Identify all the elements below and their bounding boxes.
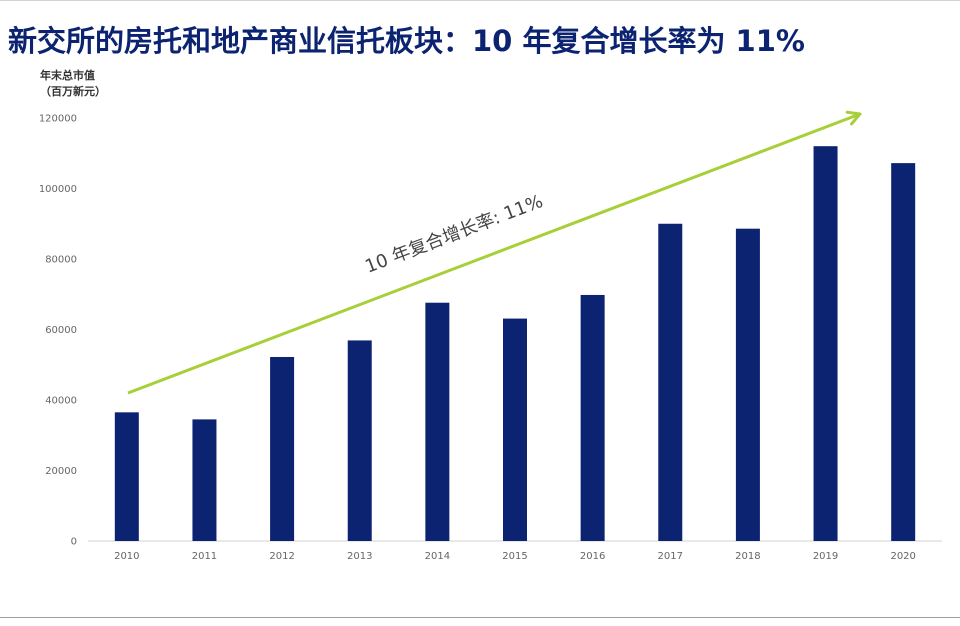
y-axis-label-line2: （百万新元） bbox=[40, 85, 106, 98]
x-tick-label: 2020 bbox=[890, 551, 915, 562]
x-tick-label: 2010 bbox=[114, 551, 139, 562]
trend-arrowhead bbox=[845, 110, 862, 126]
bar-2020 bbox=[891, 163, 916, 541]
y-axis-label-line1: 年末总市值 bbox=[40, 69, 95, 82]
y-tick-label: 20000 bbox=[45, 466, 77, 477]
bars bbox=[114, 146, 916, 541]
bar-2016 bbox=[580, 294, 605, 541]
trend-arrow bbox=[127, 110, 862, 395]
y-tick-label: 0 bbox=[71, 537, 77, 548]
bar-2012 bbox=[270, 356, 295, 541]
x-tick-label: 2015 bbox=[502, 551, 527, 562]
x-tick-labels: 2010 2011 2012 2013 2014 2015 2016 2017 2018 2019… bbox=[114, 551, 916, 562]
bar-2018 bbox=[735, 228, 760, 541]
bar-2019 bbox=[813, 146, 838, 541]
y-tick-label: 100000 bbox=[39, 184, 77, 195]
x-tick-label: 2017 bbox=[658, 551, 683, 562]
page-title: 新交所的房托和地产商业信托板块：10 年复合增长率为 11% bbox=[8, 24, 805, 58]
x-tick-label: 2012 bbox=[269, 551, 294, 562]
cagr-annotation: 10 年复合增长率: 11% bbox=[362, 191, 546, 278]
x-tick-label: 2011 bbox=[192, 551, 217, 562]
y-tick-label: 60000 bbox=[45, 325, 77, 336]
bar-2014 bbox=[425, 302, 450, 541]
y-tick-label: 40000 bbox=[45, 396, 77, 407]
x-tick-label: 2016 bbox=[580, 551, 605, 562]
y-tick-labels: 0 20000 40000 60000 80000 100000 120000 bbox=[39, 114, 77, 548]
trend-line bbox=[127, 112, 861, 395]
y-tick-label: 80000 bbox=[45, 255, 77, 266]
bar-2011 bbox=[192, 419, 217, 541]
y-axis-label: 年末总市值 （百万新元） bbox=[40, 68, 106, 100]
x-tick-label: 2019 bbox=[813, 551, 838, 562]
top-rule bbox=[0, 0, 960, 1]
bar-2015 bbox=[503, 318, 527, 541]
x-tick-label: 2013 bbox=[347, 551, 372, 562]
y-tick-label: 120000 bbox=[39, 114, 77, 125]
x-tick-label: 2014 bbox=[425, 551, 450, 562]
x-tick-label: 2018 bbox=[735, 551, 760, 562]
bar-2017 bbox=[658, 223, 683, 541]
bar-2013 bbox=[347, 340, 372, 541]
bottom-rule bbox=[0, 617, 960, 618]
bar-2010 bbox=[114, 412, 139, 541]
